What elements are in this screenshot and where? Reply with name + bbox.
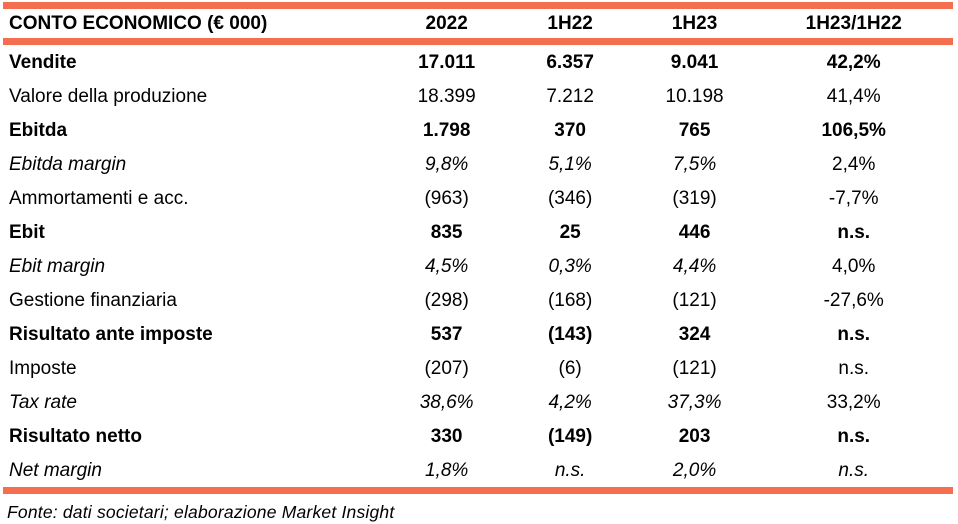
cell-value: 446 — [678, 221, 711, 243]
cell-value: 203 — [678, 425, 711, 447]
cell-value: -7,7% — [828, 187, 879, 209]
cell-value: (207) — [424, 357, 469, 379]
cell-value: 6.357 — [546, 51, 594, 73]
cell-value: (963) — [424, 187, 469, 209]
cell-value: (149) — [547, 425, 593, 447]
table-row: Risultato netto 330 (149) 203 n.s. — [3, 419, 953, 453]
header-col-2022: 2022 — [425, 12, 468, 34]
cell-value: 7,5% — [672, 153, 717, 175]
cell-value: 106,5% — [821, 119, 886, 141]
cell-value: 7.212 — [546, 85, 594, 107]
header-col-delta: 1H23/1H22 — [805, 12, 902, 34]
cell-value: 5,1% — [548, 153, 592, 175]
row-label: Ebitda — [9, 119, 68, 141]
table-row: Gestione finanziaria (298) (168) (121) -27,6… — [3, 283, 953, 317]
cell-value: 4,5% — [424, 255, 469, 277]
table-row: Ebitda 1.798 370 765 106,5% — [3, 113, 953, 147]
row-label: Ammortamenti e acc. — [9, 187, 189, 209]
header-col-1h23: 1H23 — [671, 12, 718, 34]
cell-value: 17.011 — [418, 51, 476, 73]
table-row: Valore della produzione 18.399 7.212 10.198… — [3, 79, 953, 113]
cell-value: 324 — [678, 323, 711, 345]
cell-value: (143) — [547, 323, 593, 345]
income-statement-body: Vendite 17.011 6.357 9.041 42,2% Valore della… — [3, 45, 953, 487]
cell-value: (121) — [672, 289, 717, 311]
cell-value: 537 — [430, 323, 463, 345]
cell-value: n.s. — [838, 357, 870, 379]
cell-value: 1,8% — [424, 459, 469, 481]
cell-value: n.s. — [837, 221, 871, 243]
row-label: Risultato ante imposte — [9, 323, 213, 345]
header-col-1h22: 1H22 — [547, 12, 593, 34]
cell-value: 4,4% — [672, 255, 717, 277]
row-label: Ebit — [9, 221, 45, 243]
row-label: Valore della produzione — [9, 85, 208, 107]
header-row: CONTO ECONOMICO (€ 000) 2022 1H22 1H23 1… — [3, 9, 953, 38]
cell-value: n.s. — [554, 459, 586, 481]
cell-value: 4,0% — [832, 255, 876, 277]
cell-value: 33,2% — [826, 391, 881, 413]
table-row: Imposte (207) (6) (121) n.s. — [3, 351, 953, 385]
row-label: Risultato netto — [9, 425, 142, 447]
table-row: Risultato ante imposte 537 (143) 324 n.s. — [3, 317, 953, 351]
cell-value: (168) — [547, 289, 593, 311]
cell-value: 37,3% — [667, 391, 722, 413]
source-note: Fonte: dati societari; elaborazione Mark… — [7, 502, 395, 522]
cell-value: 25 — [559, 221, 581, 243]
cell-value: 18.399 — [417, 85, 476, 107]
row-label: Imposte — [9, 357, 77, 379]
cell-value: n.s. — [837, 323, 871, 345]
header-title: CONTO ECONOMICO (€ 000) — [9, 12, 268, 34]
table-row: Net margin 1,8% n.s. 2,0% n.s. — [3, 453, 953, 487]
row-label: Gestione finanziaria — [9, 289, 177, 311]
cell-value: 38,6% — [419, 391, 474, 413]
table-header: CONTO ECONOMICO (€ 000) 2022 1H22 1H23 1… — [3, 9, 953, 38]
row-label: Vendite — [9, 51, 77, 73]
cell-value: n.s. — [838, 459, 870, 481]
cell-value: 42,2% — [826, 51, 881, 73]
cell-value: 0,3% — [548, 255, 592, 277]
cell-value: 765 — [678, 119, 711, 141]
table-row: Ebit 835 25 446 n.s. — [3, 215, 953, 249]
table-row: Ebitda margin 9,8% 5,1% 7,5% 2,4% — [3, 147, 953, 181]
cell-value: (6) — [558, 357, 582, 379]
cell-value: 10.198 — [665, 85, 724, 107]
table-row: Vendite 17.011 6.357 9.041 42,2% — [3, 45, 953, 79]
cell-value: 9.041 — [670, 51, 719, 73]
row-label: Net margin — [9, 459, 102, 481]
cell-value: 835 — [430, 221, 463, 243]
cell-value: 330 — [430, 425, 463, 447]
row-label: Ebit margin — [9, 255, 106, 277]
cell-value: 2,0% — [672, 459, 717, 481]
cell-value: n.s. — [837, 425, 871, 447]
cell-value: -27,6% — [823, 289, 884, 311]
row-label: Tax rate — [9, 391, 77, 413]
cell-value: (346) — [547, 187, 593, 209]
cell-value: 4,2% — [548, 391, 592, 413]
cell-value: (121) — [672, 357, 717, 379]
top-rule — [3, 2, 953, 9]
table-rows: Vendite 17.011 6.357 9.041 42,2% Valore della… — [3, 45, 953, 487]
cell-value: 370 — [554, 119, 586, 141]
cell-value: 9,8% — [424, 153, 469, 175]
cell-value: 2,4% — [832, 153, 876, 175]
table-row: Ebit margin 4,5% 0,3% 4,4% 4,0% — [3, 249, 953, 283]
table-row: Ammortamenti e acc. (963) (346) (319) -7,7% — [3, 181, 953, 215]
cell-value: 41,4% — [826, 85, 881, 107]
cell-value: 1.798 — [422, 119, 471, 141]
header-bottom-rule — [3, 38, 953, 45]
cell-value: (319) — [672, 187, 717, 209]
income-statement-table: CONTO ECONOMICO (€ 000) 2022 1H22 1H23 1… — [3, 9, 953, 38]
table-row: Tax rate 38,6% 4,2% 37,3% 33,2% — [3, 385, 953, 419]
bottom-rule — [3, 487, 953, 494]
row-label: Ebitda margin — [9, 153, 127, 175]
cell-value: (298) — [424, 289, 469, 311]
